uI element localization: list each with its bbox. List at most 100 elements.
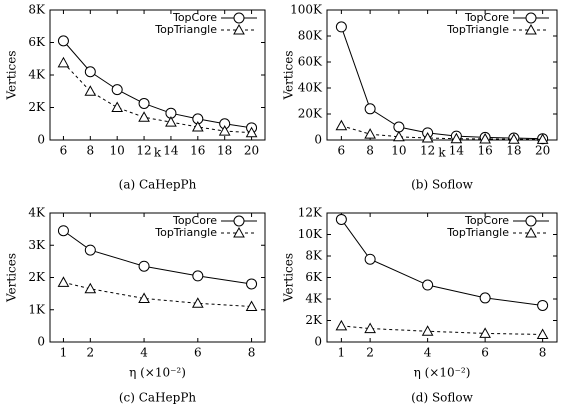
marker-triangle (191, 120, 204, 132)
marker-triangle (138, 292, 150, 303)
plot-frame (49, 9, 266, 141)
x-tick-label: 14 (163, 144, 179, 158)
marker-triangle (111, 101, 124, 112)
y-tick-label: 2K (28, 270, 46, 284)
marker-circle (246, 278, 258, 290)
y-axis-label: Vertices (282, 50, 296, 100)
x-tick-label: 8 (366, 144, 374, 158)
marker-triangle (245, 126, 258, 138)
caption: (d) Soflow (411, 391, 474, 405)
marker-circle (111, 84, 123, 96)
marker-triangle (57, 56, 70, 68)
marker-triangle (335, 319, 348, 331)
marker-triangle (218, 125, 231, 136)
marker-triangle (536, 328, 549, 339)
y-axis-label: Vertices (5, 253, 19, 303)
marker-triangle (84, 282, 97, 294)
y-tick-label: 4K (28, 68, 46, 82)
legend-marker (233, 23, 245, 35)
y-tick-label: 40K (298, 81, 323, 95)
marker-triangle (479, 327, 491, 338)
y-tick-label: 2K (305, 313, 323, 327)
panel: 0 1K 2K 3K 4K 1 2 4 6 8 η (×10⁻²) Vertices (c) CaHep… (5, 206, 266, 405)
marker-circle (84, 244, 96, 256)
marker-triangle (57, 276, 70, 287)
x-tick-label: 18 (506, 144, 521, 158)
legend-label: TopCore (172, 11, 217, 24)
legend-marker (525, 226, 537, 238)
y-axis-label: Vertices (282, 253, 296, 303)
x-tick-label: 8 (248, 346, 256, 360)
y-tick-label: 6K (28, 35, 46, 49)
x-tick-label: 1 (338, 346, 346, 360)
x-tick-label: 1 (60, 346, 68, 360)
x-tick-label: 6 (194, 346, 202, 360)
legend-marker (233, 12, 245, 24)
marker-circle (57, 225, 69, 237)
y-tick-label: 8K (305, 249, 323, 263)
marker-triangle (421, 132, 434, 143)
marker-triangle (508, 133, 520, 144)
marker-circle (422, 279, 434, 291)
marker-circle (192, 270, 204, 282)
legend-marker (525, 23, 537, 35)
marker-triangle (421, 325, 434, 336)
y-tick-label: 20K (298, 107, 323, 121)
legend-marker (525, 12, 537, 24)
x-axis-label: η (×10⁻²) (414, 366, 471, 380)
plot-frame (326, 212, 558, 343)
x-tick-label: 12 (136, 144, 151, 158)
y-tick-label: 4K (305, 292, 323, 306)
marker-circle (335, 21, 347, 33)
legend-label: TopTriangle (154, 226, 217, 239)
x-tick-label: 8 (539, 346, 547, 360)
marker-triangle (84, 85, 97, 96)
x-tick-label: 16 (190, 144, 205, 158)
panel: 0 20K 40K 60K 80K 100K 6 8 10 12 14 16 18 20 k Vertices… (282, 3, 558, 192)
x-tick-label: 16 (477, 144, 492, 158)
marker-circle (537, 299, 549, 311)
y-tick-label: 12K (298, 206, 323, 220)
y-tick-label: 10K (298, 227, 323, 241)
legend-marker (525, 215, 537, 227)
marker-triangle (364, 128, 376, 139)
y-tick-label: 100K (290, 3, 323, 17)
y-tick-label: 6K (305, 270, 323, 284)
x-tick-label: 10 (391, 144, 406, 158)
marker-circle (364, 253, 376, 265)
x-tick-label: 4 (424, 346, 432, 360)
x-tick-label: 20 (244, 144, 259, 158)
x-axis-label: k (438, 146, 446, 160)
marker-circle (57, 35, 69, 47)
y-tick-label: 3K (28, 238, 46, 252)
legend-label: TopTriangle (446, 23, 509, 36)
caption: (b) Soflow (411, 178, 474, 192)
x-tick-label: 18 (217, 144, 232, 158)
series-line (63, 281, 252, 308)
x-tick-label: 2 (86, 346, 94, 360)
series-line (341, 125, 543, 140)
marker-triangle (191, 297, 204, 308)
legend-label: TopCore (172, 214, 217, 227)
marker-circle (138, 97, 150, 109)
x-tick-label: 14 (449, 144, 465, 158)
y-axis-label: Vertices (5, 50, 19, 100)
legend-marker (233, 215, 245, 227)
marker-triangle (536, 133, 549, 144)
series-line (340, 26, 543, 140)
x-tick-label: 10 (110, 144, 125, 158)
marker-circle (84, 66, 96, 78)
marker-triangle (393, 130, 405, 142)
caption: (c) CaHepPh (119, 391, 197, 405)
plot-frame (326, 9, 558, 141)
x-tick-label: 2 (366, 346, 374, 360)
legend-label: TopCore (464, 214, 509, 227)
y-tick-label: 60K (298, 55, 323, 69)
y-tick-label: 1K (28, 302, 46, 316)
legend-marker (233, 226, 245, 238)
x-tick-label: 4 (140, 346, 148, 360)
marker-circle (335, 213, 347, 225)
caption: (a) CaHepPh (119, 178, 197, 192)
marker-triangle (245, 300, 258, 312)
